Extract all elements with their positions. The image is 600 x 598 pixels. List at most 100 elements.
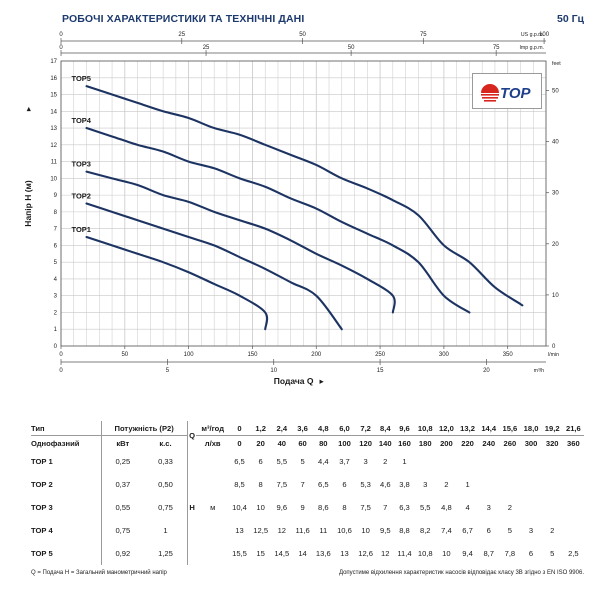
row-head-value: 2 [550,526,555,535]
row-head-value: 6,3 [399,503,410,512]
row-head-value: 6,5 [318,480,329,489]
y-tick-label: 1 [54,327,58,333]
x-axis-arrow: ▸ [320,376,325,386]
row-head-value: 10,4 [232,503,247,512]
row-head-value: 14 [298,549,307,558]
y-tick-label: 4 [54,277,58,283]
q-lmin-value: 80 [319,438,328,448]
us-gpm-tick-label: 75 [420,32,427,38]
y-tick-label: 15 [50,93,57,99]
y-tick-label: 2 [54,310,58,316]
row-head-value: 5 [507,526,512,535]
q-m3h-value: 12,0 [435,421,457,436]
row-head-value: 14,5 [274,549,290,558]
imp-gpm-tick-label: 50 [348,45,355,51]
row-head-value: 11,6 [295,526,310,535]
logo-wordmark: TOP [500,85,532,102]
row-head-value: 10,6 [337,526,352,535]
row-head-value: 9,5 [379,526,391,535]
q-m3h-value: 1,2 [250,421,272,436]
q-lmin-value: 40 [277,438,287,448]
y-tick-label: 9 [54,193,58,199]
row-head-value: 10 [442,549,451,558]
row-hp: 1 [163,526,168,535]
q-m3h-value: 10,8 [414,421,436,436]
x-unit-label: l/min [548,352,559,358]
y-axis-title: Напір H (м) [23,180,33,227]
footer-note: Допустиме відхилення характеристик насос… [338,570,584,576]
row-head-value: 15,5 [232,549,247,558]
q-unit-lmin: л/хв [204,438,221,448]
x-tick-label: 100 [184,352,195,358]
row-head-value: 6 [486,526,491,535]
imp-gpm-tick-label: 0 [59,45,63,51]
frequency-label: 50 Гц [556,13,584,25]
curve-top1 [85,235,269,331]
row-head-value [542,473,563,496]
row-head-value: 7 [300,480,305,489]
x-tick-label: 200 [311,352,322,358]
q-m3h-value: 19,2 [541,421,563,436]
row-head-value: 5 [550,549,555,558]
row-head-value: 15 [256,549,265,558]
col-hp-header: к.с. [159,438,172,448]
x-tick-label: 0 [59,352,63,358]
y-tick-label: 3 [54,294,58,300]
feet-tick-label: 0 [552,344,556,350]
q-lmin-value: 240 [482,438,496,448]
row-head-value: 1 [465,480,470,489]
footer-legend: Q = Подача H = Загальний манометричний н… [31,570,167,576]
y-tick-label: 0 [54,344,58,350]
row-kw: 0,92 [100,542,145,565]
q-m3h-value: 3,6 [292,421,313,436]
row-head-value: 11 [319,526,328,535]
y-axis-arrow: ▸ [23,106,33,111]
row-head-value [457,450,478,473]
row-head-value: 13 [340,549,349,558]
x-tick-label: 50 [121,352,128,358]
m3h-tick-label: 20 [483,368,490,374]
row-kw: 0,75 [100,519,145,542]
row-head-value: 4,6 [379,480,391,489]
row-head-value: 7,8 [504,549,516,558]
col-single-phase-header: Однофазний [31,438,80,448]
row-head-value [520,496,541,519]
row-head-value [563,519,584,542]
y-tick-label: 8 [54,210,58,216]
feet-tick-label: 50 [552,89,559,95]
row-head-value [542,496,563,519]
table-row: TOP 4 0,75 1 13 12,5 12 11,6 11 10,6 10 9,5 8,8 8,2 7… [31,519,584,542]
x-axis-title: Подача Q [274,376,314,386]
q-m3h-value: 7,2 [355,421,377,436]
col-power-header: Потужність (P2) [100,421,188,436]
y-tick-label: 6 [54,243,58,249]
row-type: TOP 5 [31,549,53,558]
row-head-value: 1 [402,457,407,466]
q-lmin-value: 100 [338,438,351,448]
row-head-value: 3 [528,526,534,535]
curve-label-top1: TOP1 [72,225,91,234]
row-hp: 0,33 [158,457,173,466]
row-head-value: 8,7 [483,549,494,558]
row-head-value: 2,5 [568,549,579,558]
row-head-value [415,450,436,473]
feet-tick-label: 20 [552,242,559,248]
row-head-value: 7,5 [360,503,371,512]
feet-unit-label: feet [552,61,561,67]
row-head-value: 8,2 [419,526,431,535]
logo-emblem [481,84,499,102]
q-lmin-value: 220 [461,438,474,448]
row-head-value: 5,5 [276,457,288,466]
brand-logo: TOP [472,73,542,109]
row-hp: 0,50 [158,480,173,489]
q-m3h-value: 2,4 [271,421,293,436]
row-hp: 1,25 [158,549,173,558]
y-tick-label: 11 [51,160,58,166]
q-lmin-value: 320 [545,438,559,448]
q-lmin-value: 0 [237,438,242,448]
row-head-value: 4,8 [441,503,452,512]
row-head-value: 8 [342,503,347,512]
h-letter: H [186,450,197,565]
